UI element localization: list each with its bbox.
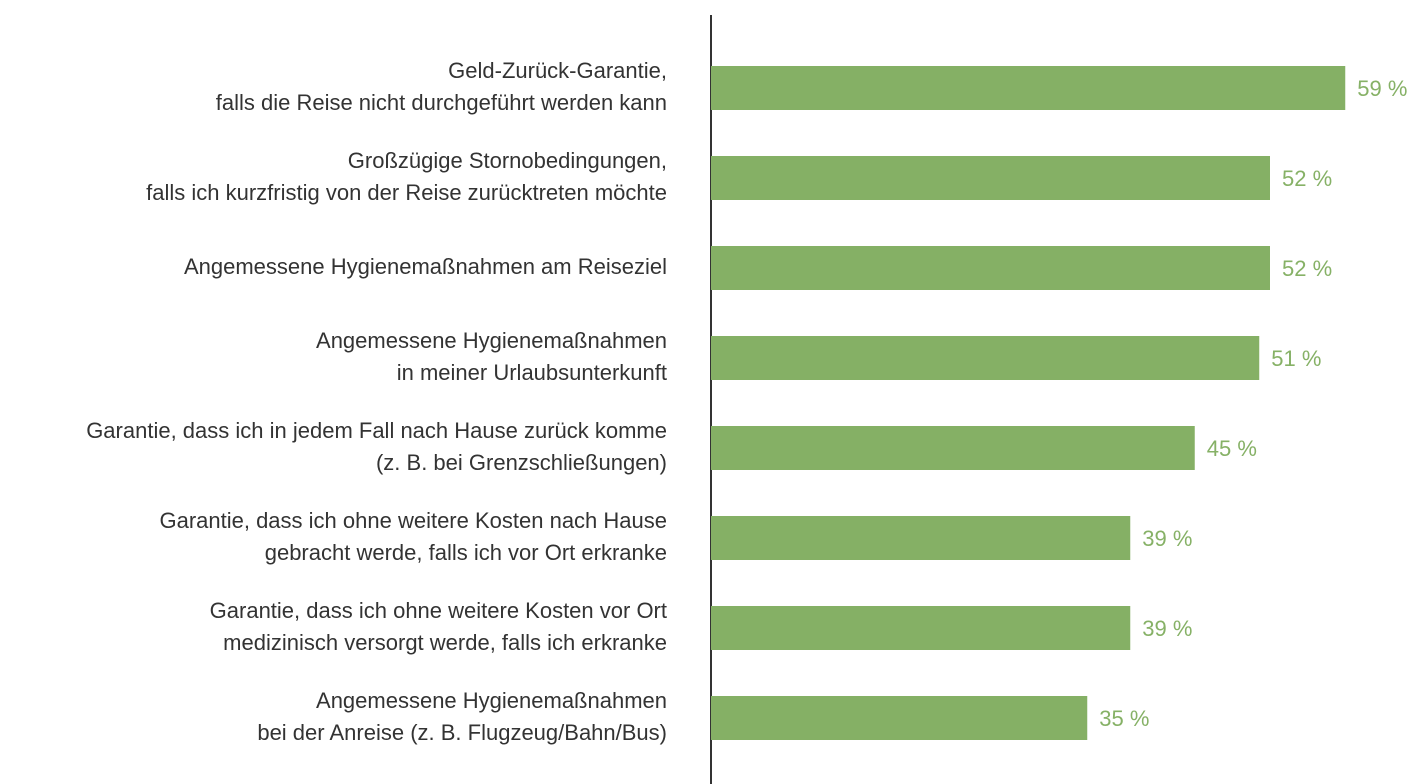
category-label: medizinisch versorgt werde, falls ich er…	[223, 630, 667, 655]
value-label: 52 %	[1282, 256, 1332, 281]
category-label: Garantie, dass ich ohne weitere Kosten n…	[159, 508, 667, 533]
value-label: 59 %	[1357, 76, 1407, 101]
bar	[711, 156, 1270, 200]
category-label: falls ich kurzfristig von der Reise zurü…	[146, 180, 667, 205]
category-label: falls die Reise nicht durchgeführt werde…	[216, 90, 667, 115]
category-label: bei der Anreise (z. B. Flugzeug/Bahn/Bus…	[257, 720, 667, 745]
value-label: 39 %	[1142, 526, 1192, 551]
value-label: 51 %	[1271, 346, 1321, 371]
bar	[711, 66, 1346, 110]
bar	[711, 606, 1131, 650]
category-label: Garantie, dass ich in jedem Fall nach Ha…	[86, 418, 667, 443]
category-label: Geld-Zurück-Garantie,	[448, 58, 667, 83]
value-label: 52 %	[1282, 166, 1332, 191]
category-label: Garantie, dass ich ohne weitere Kosten v…	[210, 598, 667, 623]
category-label: in meiner Urlaubsunterkunft	[397, 360, 667, 385]
bar	[711, 246, 1270, 290]
category-label: Angemessene Hygienemaßnahmen	[316, 688, 667, 713]
category-label: (z. B. bei Grenzschließungen)	[376, 450, 667, 475]
category-label: Angemessene Hygienemaßnahmen am Reisezie…	[184, 254, 667, 279]
value-label: 45 %	[1207, 436, 1257, 461]
category-label: gebracht werde, falls ich vor Ort erkran…	[265, 540, 667, 565]
bar	[711, 516, 1131, 560]
value-label: 35 %	[1099, 706, 1149, 731]
value-label: 39 %	[1142, 616, 1192, 641]
bar	[711, 426, 1195, 470]
bar	[711, 696, 1088, 740]
category-label: Großzügige Stornobedingungen,	[348, 148, 667, 173]
category-label: Angemessene Hygienemaßnahmen	[316, 328, 667, 353]
bar	[711, 336, 1260, 380]
